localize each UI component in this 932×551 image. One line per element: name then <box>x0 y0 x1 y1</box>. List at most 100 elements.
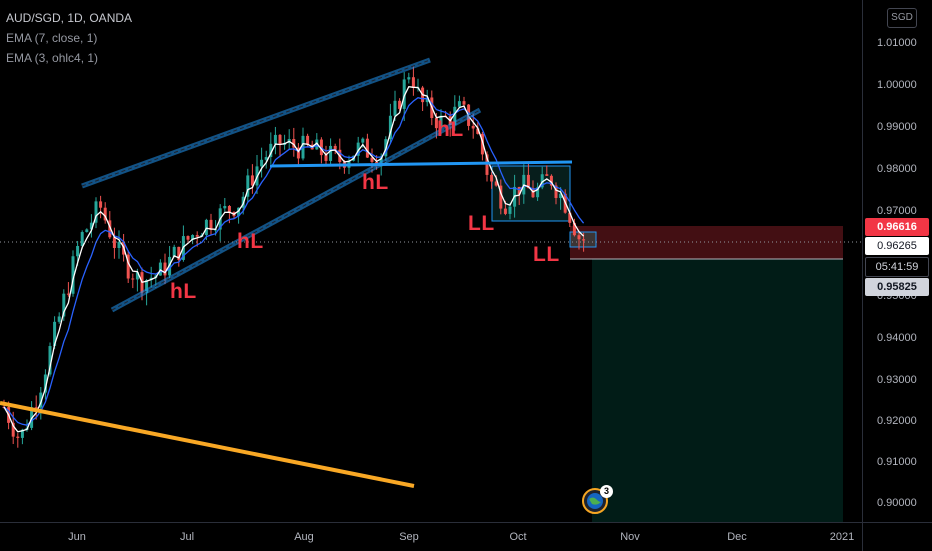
candle-body <box>57 316 61 322</box>
candle-body <box>536 187 540 198</box>
candle-body <box>549 175 553 186</box>
hl-label-1[interactable]: hL <box>170 280 197 303</box>
candle-body <box>34 407 38 409</box>
candle-body <box>485 154 489 175</box>
candle-body <box>163 262 167 276</box>
candle-body <box>315 139 319 150</box>
candle-body <box>135 272 139 280</box>
symbol-legend[interactable]: AUD/SGD, 1D, OANDA <box>6 11 133 25</box>
candle-body <box>278 134 282 145</box>
ema-7-legend[interactable]: EMA (7, close, 1) <box>6 31 98 45</box>
candle-body <box>476 128 480 134</box>
price-tick: 0.98000 <box>877 163 917 175</box>
candle-body <box>62 293 66 317</box>
support-line[interactable] <box>269 160 573 168</box>
upper-channel-line[interactable] <box>81 57 431 189</box>
candle-body <box>117 242 121 248</box>
chart-area[interactable]: AUD/SGD, 1D, OANDA EMA (7, close, 1) EMA… <box>0 0 862 522</box>
time-label: Aug <box>294 531 314 543</box>
hl-label-3[interactable]: hL <box>362 171 389 194</box>
event-count-badge: 3 <box>600 485 613 498</box>
candle-body <box>260 159 264 167</box>
candle-body <box>103 207 107 221</box>
candle-body <box>462 101 466 105</box>
candle-body <box>499 185 503 209</box>
candle-body <box>250 175 254 186</box>
candle-body <box>20 429 24 438</box>
candle-body <box>425 97 429 103</box>
candle-body <box>457 101 461 107</box>
hl-label-4[interactable]: hL <box>437 118 464 141</box>
candle-body <box>494 181 498 186</box>
candle-body <box>71 256 75 294</box>
time-label: 2021 <box>829 531 855 543</box>
candle-series <box>2 65 586 448</box>
candle-body <box>356 142 360 156</box>
hl-label-2[interactable]: hL <box>237 230 264 253</box>
candle-body <box>572 222 576 236</box>
candle-body <box>370 157 374 162</box>
ema-7-line <box>3 96 585 426</box>
candle-body <box>80 232 84 246</box>
candle-body <box>145 280 149 293</box>
candle-body <box>214 229 218 231</box>
time-axis[interactable]: Jun Jul Aug Sep Oct Nov Dec 2021 <box>0 522 862 551</box>
price-tick: 0.97000 <box>877 205 917 217</box>
time-label: Dec <box>727 531 747 543</box>
price-axis[interactable]: SGD 1.01000 1.00000 0.99000 0.98000 0.97… <box>862 0 932 522</box>
candle-body <box>269 143 273 158</box>
lower-channel-line[interactable] <box>110 107 482 313</box>
price-tick: 0.99000 <box>877 121 917 133</box>
candle-body <box>99 201 103 208</box>
long-trendline[interactable] <box>0 401 415 488</box>
price-tick: 0.94000 <box>877 332 917 344</box>
candle-body <box>480 133 484 155</box>
candle-body <box>273 134 277 144</box>
ema-3-legend[interactable]: EMA (3, ohlc4, 1) <box>6 51 99 65</box>
consolidation-box[interactable] <box>491 165 571 222</box>
candle-body <box>209 219 213 230</box>
ll-label-2[interactable]: LL <box>533 243 560 266</box>
candle-body <box>393 100 397 116</box>
price-tick: 0.92000 <box>877 415 917 427</box>
ll-label-1[interactable]: LL <box>468 212 495 235</box>
candle-body <box>168 256 172 276</box>
currency-button[interactable]: SGD <box>887 8 917 28</box>
candle-body <box>112 237 116 248</box>
candle-body <box>402 79 406 109</box>
price-tick: 1.00000 <box>877 79 917 91</box>
candle-body <box>195 235 199 237</box>
candle-body <box>76 245 80 257</box>
candle-body <box>329 145 333 161</box>
candle-body <box>453 106 457 126</box>
candle-body <box>108 220 112 238</box>
candle-body <box>158 262 162 276</box>
current-price-badge: 0.96265 <box>865 237 929 255</box>
candle-body <box>126 254 130 279</box>
candle-body <box>471 125 475 129</box>
candle-body <box>531 188 535 198</box>
time-label: Nov <box>620 531 640 543</box>
candle-body <box>559 193 563 198</box>
take-profit-zone[interactable] <box>592 259 843 522</box>
price-chart[interactable] <box>0 0 862 522</box>
time-label: Jul <box>179 531 195 543</box>
stop-loss-zone[interactable] <box>570 226 843 259</box>
axis-corner <box>862 522 932 551</box>
candle-body <box>237 207 241 217</box>
candle-body <box>85 229 89 233</box>
candle-body <box>388 115 392 140</box>
candle-body <box>296 147 300 159</box>
candle-body <box>16 436 20 438</box>
candle-body <box>490 174 494 182</box>
candle-body <box>333 145 337 150</box>
target-price-badge: 0.95825 <box>865 278 929 296</box>
candle-body <box>186 236 190 240</box>
candle-body <box>361 138 365 143</box>
candle-body <box>177 246 181 260</box>
candle-body <box>89 222 93 230</box>
price-tick: 1.01000 <box>877 37 917 49</box>
candle-body <box>48 346 52 375</box>
time-label: Sep <box>399 531 419 543</box>
candle-body <box>292 138 296 148</box>
